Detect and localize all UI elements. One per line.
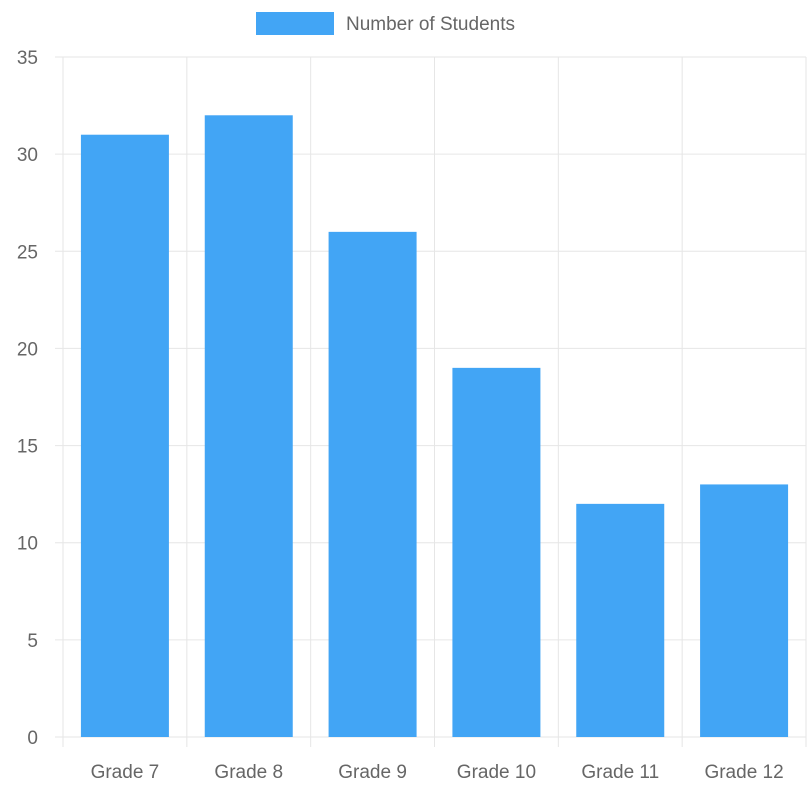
y-tick-label: 30: [17, 145, 38, 166]
legend[interactable]: Number of Students: [256, 12, 515, 35]
y-tick-label: 15: [17, 437, 38, 458]
y-tick-label: 0: [27, 728, 38, 749]
x-tick-label: Grade 10: [457, 762, 536, 783]
bar[interactable]: [452, 367, 541, 737]
y-axis-ticks: 0 5 10 15 20 25 30 35: [17, 48, 38, 749]
bar[interactable]: [80, 134, 169, 737]
x-tick-label: Grade 11: [581, 762, 659, 783]
bars: [80, 115, 789, 738]
x-tick-label: Grade 8: [214, 762, 283, 783]
x-tick-label: Grade 12: [704, 762, 783, 783]
y-tick-label: 20: [17, 339, 38, 360]
bar[interactable]: [204, 115, 293, 738]
x-tick-label: Grade 7: [91, 762, 160, 783]
y-tick-label: 25: [17, 242, 38, 263]
grid-lines: [55, 56, 807, 747]
bar[interactable]: [700, 484, 789, 737]
legend-swatch[interactable]: [256, 12, 334, 35]
bar[interactable]: [576, 503, 665, 737]
bar[interactable]: [328, 231, 417, 737]
y-tick-label: 35: [17, 48, 38, 69]
x-axis-ticks: Grade 7 Grade 8 Grade 9 Grade 10 Grade 11 Gra…: [91, 762, 784, 783]
y-tick-label: 10: [17, 534, 38, 555]
y-tick-label: 5: [27, 631, 38, 652]
legend-label[interactable]: Number of Students: [346, 14, 515, 35]
x-tick-label: Grade 9: [338, 762, 407, 783]
